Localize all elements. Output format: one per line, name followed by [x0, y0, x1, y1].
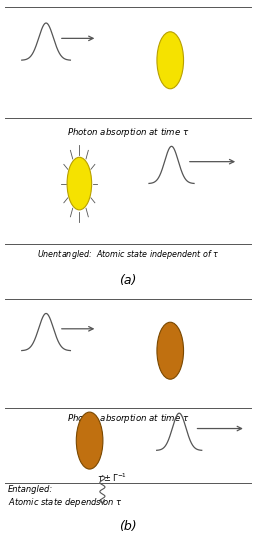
Circle shape [157, 32, 184, 89]
Circle shape [67, 157, 92, 210]
Text: (a): (a) [119, 274, 137, 287]
Text: Entangled:: Entangled: [8, 485, 53, 494]
Circle shape [157, 322, 184, 379]
Text: Atomic state depends on $\tau$: Atomic state depends on $\tau$ [8, 496, 123, 510]
Text: $\tau \pm \Gamma^{-1}$: $\tau \pm \Gamma^{-1}$ [97, 471, 127, 484]
Text: Photon absorption at time $\tau$: Photon absorption at time $\tau$ [67, 126, 189, 139]
Text: (b): (b) [119, 520, 137, 533]
Text: Photon absorption at time $\tau$: Photon absorption at time $\tau$ [67, 412, 189, 425]
Circle shape [76, 412, 103, 469]
Text: Unentangled:  Atomic state independent of $\tau$: Unentangled: Atomic state independent of… [37, 248, 219, 261]
